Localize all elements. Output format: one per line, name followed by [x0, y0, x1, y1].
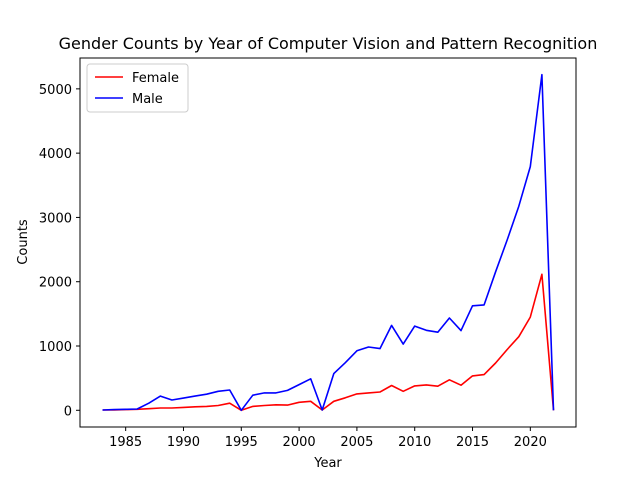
series-line-male: [102, 73, 555, 412]
legend-label-male: Male: [132, 92, 163, 107]
x-tick-label: 2010: [398, 435, 431, 450]
y-axis-label: Counts: [16, 219, 31, 265]
y-tick-label: 5000: [39, 83, 72, 98]
series-line-female: [102, 273, 555, 412]
y-tick-label: 0: [64, 404, 72, 419]
x-tick-label: 2020: [514, 435, 547, 450]
y-axis-ticks: 0 1000 2000 3000 4000 5000: [39, 83, 80, 419]
chart-title: Gender Counts by Year of Computer Vision…: [59, 34, 598, 53]
y-tick-label: 3000: [39, 211, 72, 226]
x-tick-label: 1985: [109, 435, 142, 450]
legend: Female Male: [86, 63, 189, 113]
x-axis-label: Year: [313, 456, 342, 471]
y-tick-label: 1000: [39, 340, 72, 355]
plot-area-frame: [79, 57, 577, 428]
legend-box: [86, 63, 189, 113]
x-tick-label: 2000: [283, 435, 316, 450]
x-tick-label: 1990: [167, 435, 200, 450]
x-tick-label: 1995: [225, 435, 258, 450]
y-tick-label: 4000: [39, 147, 72, 162]
plot-lines: [102, 73, 555, 412]
x-axis-ticks: 1985 1990 1995 2000 2005 2010 2015 2020: [109, 427, 547, 450]
x-tick-label: 2015: [456, 435, 489, 450]
y-tick-label: 2000: [39, 276, 72, 291]
legend-label-female: Female: [132, 71, 179, 86]
x-tick-label: 2005: [340, 435, 373, 450]
